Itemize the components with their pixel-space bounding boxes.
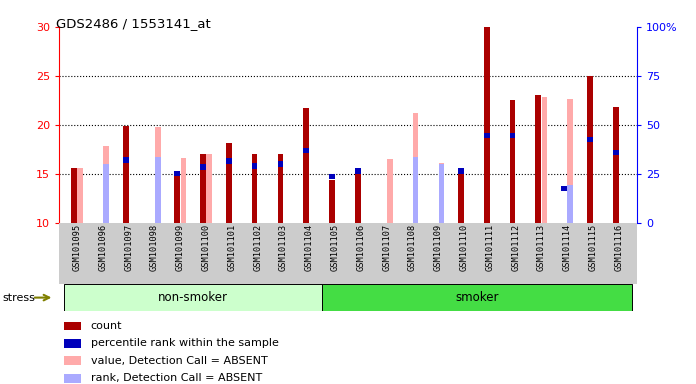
Text: GSM101105: GSM101105 xyxy=(331,224,340,271)
Bar xyxy=(355,168,361,174)
Bar xyxy=(155,127,161,223)
Bar xyxy=(561,186,567,191)
Text: GSM101106: GSM101106 xyxy=(356,224,365,271)
Bar xyxy=(64,356,81,365)
Text: GSM101116: GSM101116 xyxy=(615,224,624,271)
Bar xyxy=(413,157,418,223)
Bar xyxy=(567,185,573,223)
Text: GSM101104: GSM101104 xyxy=(305,224,314,271)
Bar xyxy=(123,157,129,163)
Bar xyxy=(509,133,515,138)
Bar xyxy=(587,137,593,142)
Text: GSM101098: GSM101098 xyxy=(150,224,159,271)
Bar xyxy=(613,149,619,155)
Text: non-smoker: non-smoker xyxy=(158,291,228,304)
Bar xyxy=(355,173,361,223)
Bar xyxy=(438,164,444,223)
Bar xyxy=(123,126,129,223)
Bar xyxy=(329,174,335,179)
Bar xyxy=(587,76,593,223)
Bar xyxy=(64,284,322,311)
Bar xyxy=(103,164,109,223)
Bar xyxy=(278,161,283,167)
Text: GDS2486 / 1553141_at: GDS2486 / 1553141_at xyxy=(56,17,210,30)
Text: GSM101114: GSM101114 xyxy=(562,224,571,271)
Bar xyxy=(175,174,180,223)
Bar xyxy=(226,143,232,223)
Text: percentile rank within the sample: percentile rank within the sample xyxy=(90,338,278,348)
Text: GSM101113: GSM101113 xyxy=(537,224,546,271)
Bar xyxy=(322,284,632,311)
Text: GSM101103: GSM101103 xyxy=(279,224,288,271)
Text: GSM101108: GSM101108 xyxy=(408,224,417,271)
Bar xyxy=(413,113,418,223)
Bar xyxy=(535,95,541,223)
Bar xyxy=(71,168,77,223)
Bar xyxy=(64,374,81,382)
Bar xyxy=(458,169,464,223)
Bar xyxy=(458,168,464,174)
Text: GSM101095: GSM101095 xyxy=(72,224,81,271)
Bar xyxy=(509,100,515,223)
Text: GSM101109: GSM101109 xyxy=(434,224,443,271)
Text: count: count xyxy=(90,321,122,331)
Bar xyxy=(567,99,573,223)
Bar xyxy=(303,108,309,223)
Bar xyxy=(103,146,109,223)
Bar xyxy=(329,180,335,223)
Bar xyxy=(207,154,212,223)
Bar xyxy=(181,158,187,223)
Bar xyxy=(155,157,161,223)
Bar xyxy=(64,339,81,348)
Text: GSM101115: GSM101115 xyxy=(589,224,597,271)
Text: rank, Detection Call = ABSENT: rank, Detection Call = ABSENT xyxy=(90,373,262,383)
Bar xyxy=(64,321,81,330)
Bar xyxy=(200,164,206,170)
Bar xyxy=(484,27,489,223)
Text: smoker: smoker xyxy=(455,291,499,304)
Text: GSM101102: GSM101102 xyxy=(253,224,262,271)
Bar xyxy=(303,147,309,153)
Bar xyxy=(77,168,83,223)
Text: GSM101107: GSM101107 xyxy=(382,224,391,271)
Bar xyxy=(387,159,393,223)
Text: GSM101101: GSM101101 xyxy=(228,224,237,271)
Bar xyxy=(226,158,232,164)
Text: value, Detection Call = ABSENT: value, Detection Call = ABSENT xyxy=(90,356,267,366)
Bar xyxy=(278,154,283,223)
Bar xyxy=(200,154,206,223)
Text: GSM101112: GSM101112 xyxy=(511,224,520,271)
Text: GSM101100: GSM101100 xyxy=(202,224,211,271)
Text: GSM101099: GSM101099 xyxy=(176,224,185,271)
Bar xyxy=(252,154,258,223)
Bar xyxy=(613,107,619,223)
Text: GSM101111: GSM101111 xyxy=(485,224,494,271)
Bar xyxy=(175,171,180,177)
Text: stress: stress xyxy=(2,293,35,303)
Bar xyxy=(484,133,489,138)
Text: GSM101110: GSM101110 xyxy=(459,224,468,271)
Bar xyxy=(438,163,444,223)
Bar xyxy=(541,98,547,223)
Bar xyxy=(252,163,258,169)
Text: GSM101097: GSM101097 xyxy=(125,224,134,271)
Text: GSM101096: GSM101096 xyxy=(99,224,107,271)
